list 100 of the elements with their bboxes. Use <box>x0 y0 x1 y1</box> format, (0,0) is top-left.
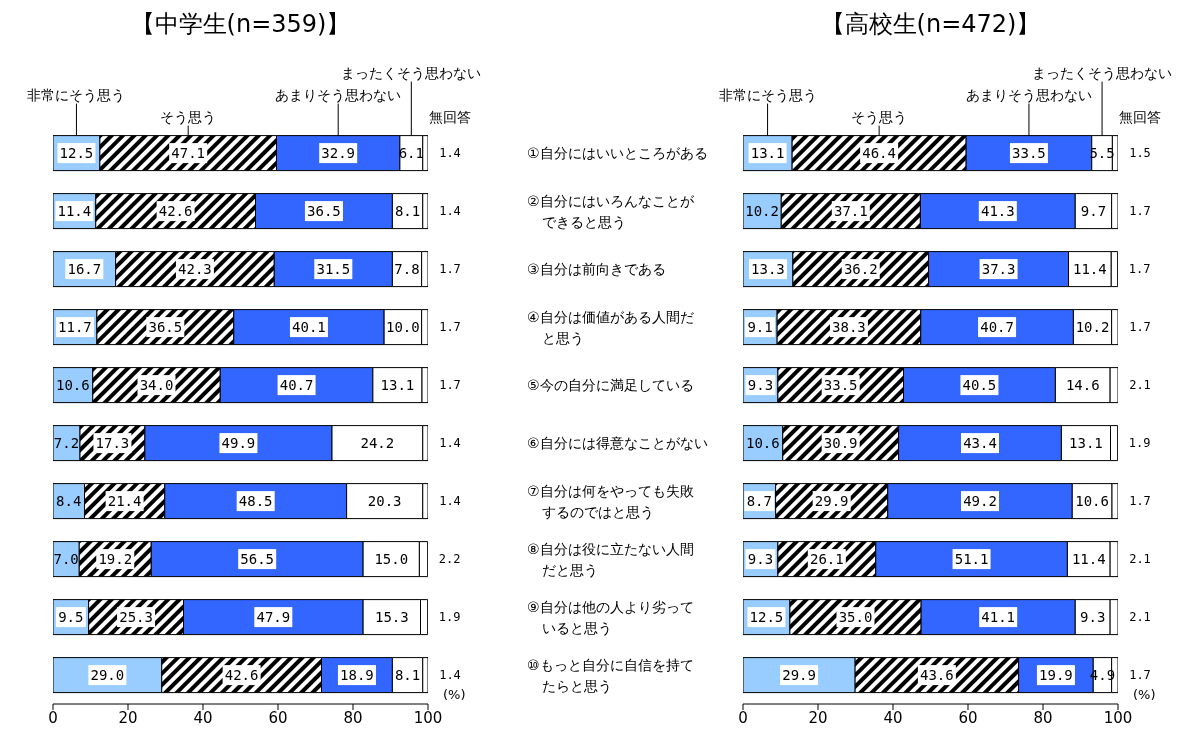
data-label: 8.7 <box>746 493 772 510</box>
y-tick-label: ⑤今の自分に満足している <box>527 377 694 393</box>
data-label: 29.0 <box>90 667 125 684</box>
y-tick-label: ④自分は価値がある人間だと思う <box>527 309 694 346</box>
data-label: 37.3 <box>981 261 1016 278</box>
x-tick-label: 40 <box>883 708 903 727</box>
data-label: 1.7 <box>1129 494 1151 509</box>
data-label: 10.2 <box>745 203 779 220</box>
data-label: 13.1 <box>1069 435 1103 452</box>
data-label: 29.9 <box>814 493 849 510</box>
data-label: 15.0 <box>374 551 409 568</box>
y-tick-label: ③自分は前向きである <box>527 261 666 277</box>
data-label: 2.1 <box>1129 378 1151 393</box>
data-label: 36.5 <box>307 203 341 220</box>
data-label: 41.3 <box>980 203 1015 220</box>
data-label: 49.9 <box>221 435 256 452</box>
data-label: 10.0 <box>386 319 420 336</box>
data-label: 31.5 <box>316 261 351 278</box>
data-label: 47.1 <box>171 145 206 162</box>
y-tick-label: ②自分にはいろんなことができると思う <box>527 193 695 230</box>
data-label: 1.4 <box>439 494 461 509</box>
data-label: 15.3 <box>374 609 409 626</box>
data-label: 20.3 <box>367 493 402 510</box>
data-label: 2.1 <box>1129 552 1151 567</box>
data-label: 11.7 <box>58 319 92 336</box>
data-label: 1.7 <box>1129 668 1151 683</box>
data-label: 35.0 <box>838 609 873 626</box>
data-label: 2.1 <box>1129 610 1151 625</box>
data-label: 10.6 <box>56 377 90 394</box>
data-label: 40.7 <box>980 319 1014 336</box>
data-label: 1.7 <box>439 378 461 393</box>
x-tick-label: 20 <box>118 708 138 727</box>
data-label: 46.4 <box>862 145 896 162</box>
data-label: 49.2 <box>963 493 997 510</box>
data-label: 38.3 <box>832 319 866 336</box>
data-label: 41.1 <box>981 609 1016 626</box>
data-label: 8.4 <box>56 493 82 510</box>
data-label: 43.6 <box>920 667 954 684</box>
x-tick-label: 0 <box>738 708 748 727</box>
text: 非常にそう思う <box>27 86 126 103</box>
data-label: 9.3 <box>747 377 774 394</box>
data-label: 1.5 <box>1129 146 1151 161</box>
x-axis-title: (%) <box>443 686 466 702</box>
y-tick-label: ⑧自分は役に立たない人間だと思う <box>527 541 694 578</box>
data-label: 1.7 <box>1129 320 1151 335</box>
data-label: 10.2 <box>1075 319 1110 336</box>
text: あまりそう思わない <box>965 86 1092 103</box>
data-label: 12.5 <box>749 609 784 626</box>
data-label: 51.1 <box>954 551 989 568</box>
chart-title: 【中学生(n=359)】 <box>129 9 352 40</box>
data-label: 19.2 <box>98 551 133 568</box>
y-tick-label: ⑨自分は他の人より劣っていると思う <box>527 599 694 636</box>
data-label: 29.9 <box>782 667 816 684</box>
data-label: 42.3 <box>178 261 212 278</box>
x-tick-label: 100 <box>413 708 443 727</box>
data-label: 10.6 <box>746 435 780 452</box>
data-label: 1.4 <box>439 146 461 161</box>
data-label: 37.1 <box>833 203 868 220</box>
data-label: 1.7 <box>439 262 461 277</box>
data-label: 17.3 <box>95 435 130 452</box>
series-label: 無回答 <box>429 108 471 125</box>
data-label: 1.7 <box>1128 262 1151 277</box>
data-label: 1.4 <box>439 668 461 683</box>
data-label: 18.9 <box>340 667 374 684</box>
data-label: 32.9 <box>321 145 356 162</box>
data-label: 25.3 <box>119 609 153 626</box>
data-label: 13.1 <box>380 377 415 394</box>
data-label: 9.3 <box>747 551 774 568</box>
data-label: 40.1 <box>292 319 326 336</box>
series-label: そう思う <box>160 108 217 125</box>
x-tick-label: 100 <box>1103 708 1133 727</box>
text: あまりそう思わない <box>275 86 402 103</box>
data-label: 9.5 <box>58 609 84 626</box>
data-label: 26.1 <box>809 551 844 568</box>
x-tick-label: 80 <box>343 708 363 727</box>
data-label: 36.5 <box>148 319 183 336</box>
x-tick-label: 60 <box>268 708 288 727</box>
data-label: 42.6 <box>158 203 193 220</box>
data-label: 36.2 <box>843 261 878 278</box>
data-label: 10.6 <box>1075 493 1109 510</box>
data-label: 16.7 <box>67 261 102 278</box>
data-label: 1.7 <box>1129 204 1151 219</box>
x-tick-label: 0 <box>48 708 58 727</box>
data-label: 7.8 <box>394 261 420 278</box>
data-label: 48.5 <box>238 493 273 510</box>
data-label: 1.4 <box>439 436 461 451</box>
data-label: 9.3 <box>1080 609 1106 626</box>
text: まったくそう思わない <box>341 64 482 81</box>
data-label: 2.2 <box>438 552 461 567</box>
data-label: 33.5 <box>1012 145 1046 162</box>
data-label: 34.0 <box>139 377 174 394</box>
data-label: 21.4 <box>107 493 142 510</box>
data-label: 56.5 <box>240 551 275 568</box>
data-label: 40.5 <box>962 377 997 394</box>
data-label: 14.6 <box>1065 377 1100 394</box>
y-tick-label: ⑦自分は何をやっても失敗するのではと思う <box>527 483 694 520</box>
chart-title: 【高校生(n=472)】 <box>819 9 1042 40</box>
y-tick-label: ①自分にはいいところがある <box>527 145 708 161</box>
data-label: 42.6 <box>224 667 259 684</box>
data-label: 1.4 <box>439 204 461 219</box>
